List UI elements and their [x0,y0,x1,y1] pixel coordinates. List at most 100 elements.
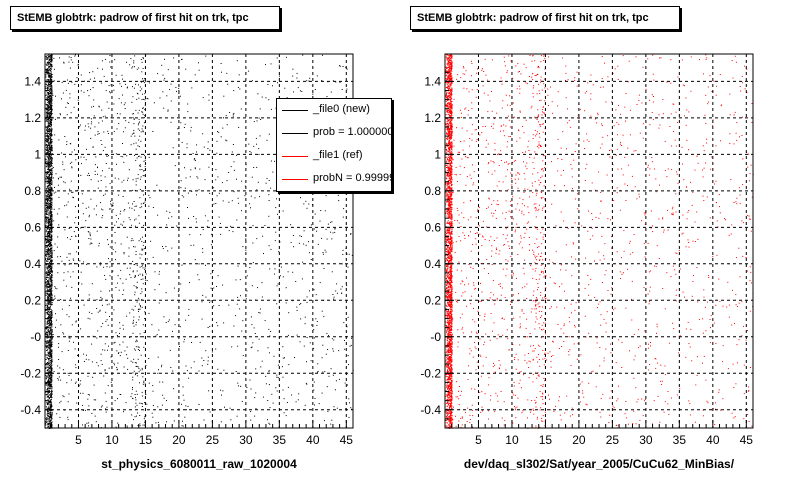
scatter-point [50,198,52,199]
scatter-point [51,272,53,274]
scatter-point [322,253,324,255]
scatter-point [80,328,82,330]
scatter-point [189,176,191,178]
scatter-point [50,380,51,382]
scatter-point [132,379,134,381]
scatter-point [48,347,50,349]
scatter-point [449,170,451,172]
scatter-point [451,250,453,252]
scatter-point [113,131,115,133]
scatter-point [45,139,47,141]
scatter-point [447,352,449,354]
scatter-point [268,194,270,196]
scatter-point [105,163,107,164]
scatter-point [46,252,48,254]
scatter-point [50,186,52,188]
scatter-point [46,239,48,241]
scatter-point [69,97,71,99]
x-axis-label-left: st_physics_6080011_raw_1020004 [101,457,297,471]
scatter-point [88,216,90,218]
scatter-point [195,218,197,220]
y-tick-label: 0.4 [24,257,41,271]
scatter-point [68,259,70,261]
scatter-point [51,160,53,162]
scatter-point [448,331,450,333]
scatter-point [205,350,207,352]
scatter-point [49,102,51,104]
scatter-point [124,209,126,210]
x-tick-label: 25 [206,433,220,447]
scatter-point [47,178,49,180]
scatter-point [241,180,243,182]
scatter-point [51,165,53,167]
y-tick-label: 1 [34,147,41,161]
scatter-point [50,173,52,175]
scatter-point [47,410,49,411]
scatter-point [296,72,298,74]
scatter-point [49,253,51,255]
scatter-point [216,286,217,287]
scatter-point [119,213,121,215]
scatter-point [50,422,52,424]
scatter-point [158,189,160,191]
scatter-point [213,187,215,189]
scatter-point [245,249,247,251]
scatter-point [47,271,49,273]
scatter-point [347,316,349,318]
scatter-point [209,411,211,413]
scatter-point [445,90,447,92]
scatter-point [50,381,52,383]
scatter-point [134,135,136,137]
scatter-point [47,130,49,132]
scatter-point [449,152,451,154]
scatter-point [47,124,49,126]
scatter-point [122,282,124,284]
scatter-point [134,55,136,57]
scatter-point [51,361,53,363]
scatter-point [47,269,49,271]
scatter-point [47,408,49,409]
scatter-point [132,376,134,378]
scatter-point [46,146,48,148]
scatter-point [316,324,318,326]
scatter-point [47,231,49,232]
scatter-point [269,352,270,354]
scatter-point [229,112,231,113]
scatter-point [45,88,47,89]
scatter-point [348,253,350,255]
scatter-point [123,210,125,212]
scatter-point [48,359,50,361]
scatter-point [81,283,83,285]
scatter-point [51,207,53,209]
scatter-point [198,62,199,64]
scatter-point [338,200,340,202]
scatter-point [104,349,106,351]
scatter-point [194,337,196,338]
scatter-point [61,152,63,154]
scatter-point [49,321,51,323]
scatter-point [46,140,48,142]
scatter-point [105,411,107,413]
scatter-point [235,279,237,281]
scatter-point [47,157,49,158]
scatter-point [141,288,143,290]
scatter-point [47,136,49,138]
scatter-point [48,84,50,85]
scatter-point [48,253,50,255]
scatter-point [130,58,132,60]
scatter-point [222,200,224,202]
scatter-point [131,101,133,103]
scatter-point [109,261,111,263]
scatter-point [47,233,49,235]
scatter-point [48,422,50,424]
scatter-point [139,425,141,427]
scatter-point [48,394,50,396]
scatter-point [165,246,167,247]
scatter-point [57,256,59,258]
scatter-point [47,150,49,151]
scatter-point [237,345,239,347]
scatter-point [63,396,65,398]
scatter-point [45,328,47,330]
scatter-point [47,353,49,355]
scatter-point [46,191,48,193]
